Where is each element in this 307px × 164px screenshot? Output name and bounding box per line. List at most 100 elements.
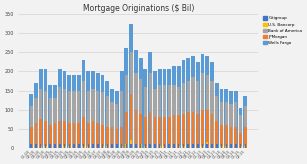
- Bar: [101, 75, 104, 148]
- Bar: [187, 81, 190, 148]
- Bar: [139, 58, 142, 148]
- Bar: [30, 127, 33, 148]
- Bar: [167, 70, 171, 148]
- Bar: [172, 66, 176, 148]
- Bar: [183, 144, 184, 148]
- Bar: [207, 144, 208, 148]
- Bar: [73, 123, 75, 148]
- Bar: [96, 73, 100, 148]
- Bar: [150, 144, 151, 148]
- Bar: [225, 146, 227, 148]
- Bar: [49, 146, 51, 148]
- Bar: [221, 144, 222, 148]
- Bar: [154, 146, 156, 148]
- Bar: [83, 144, 84, 148]
- Bar: [206, 142, 208, 148]
- Bar: [235, 127, 237, 148]
- Bar: [205, 56, 209, 148]
- Bar: [72, 75, 76, 148]
- Bar: [64, 144, 65, 148]
- Bar: [34, 83, 38, 148]
- Bar: [35, 123, 37, 148]
- Bar: [68, 123, 71, 148]
- Bar: [144, 146, 146, 148]
- Bar: [49, 144, 51, 148]
- Bar: [244, 127, 247, 148]
- Bar: [40, 144, 41, 148]
- Bar: [144, 117, 147, 148]
- Bar: [110, 89, 114, 148]
- Bar: [39, 119, 42, 148]
- Bar: [196, 113, 199, 148]
- Bar: [192, 112, 194, 148]
- Bar: [134, 110, 137, 148]
- Bar: [45, 144, 46, 148]
- Bar: [149, 144, 151, 148]
- Bar: [58, 70, 62, 148]
- Bar: [73, 144, 75, 148]
- Bar: [106, 127, 109, 148]
- Bar: [54, 144, 56, 148]
- Bar: [188, 144, 189, 148]
- Bar: [130, 94, 132, 148]
- Bar: [40, 146, 42, 148]
- Bar: [77, 91, 80, 148]
- Bar: [78, 144, 80, 148]
- Bar: [240, 144, 241, 148]
- Bar: [121, 144, 122, 148]
- Bar: [235, 144, 237, 148]
- Bar: [149, 73, 152, 148]
- Bar: [197, 144, 199, 148]
- Bar: [63, 121, 66, 148]
- Bar: [230, 146, 232, 148]
- Bar: [164, 144, 165, 148]
- Bar: [229, 91, 233, 148]
- Bar: [102, 146, 104, 148]
- Bar: [44, 121, 47, 148]
- Bar: [148, 52, 152, 148]
- Bar: [35, 146, 37, 148]
- Bar: [59, 144, 60, 148]
- Bar: [181, 60, 185, 148]
- Bar: [77, 123, 80, 148]
- Bar: [139, 113, 142, 148]
- Bar: [130, 140, 132, 148]
- Bar: [192, 144, 194, 148]
- Bar: [67, 75, 71, 148]
- Bar: [53, 85, 57, 148]
- Bar: [115, 91, 119, 148]
- Bar: [63, 71, 66, 148]
- Bar: [211, 113, 213, 148]
- Bar: [120, 91, 123, 148]
- Bar: [35, 144, 37, 148]
- Bar: [235, 146, 237, 148]
- Bar: [239, 146, 242, 148]
- Bar: [178, 144, 180, 148]
- Bar: [225, 125, 227, 148]
- Bar: [129, 23, 133, 148]
- Bar: [159, 144, 161, 148]
- Bar: [116, 144, 118, 148]
- Bar: [196, 62, 200, 148]
- Bar: [49, 98, 52, 148]
- Bar: [77, 75, 81, 148]
- Bar: [154, 117, 156, 148]
- Bar: [45, 146, 47, 148]
- Bar: [168, 85, 171, 148]
- Bar: [163, 146, 165, 148]
- Bar: [230, 144, 232, 148]
- Bar: [82, 60, 85, 148]
- Bar: [92, 146, 94, 148]
- Bar: [97, 144, 99, 148]
- Bar: [173, 115, 175, 148]
- Bar: [54, 123, 56, 148]
- Bar: [234, 102, 237, 148]
- Bar: [173, 146, 175, 148]
- Bar: [120, 71, 123, 148]
- Bar: [130, 144, 132, 148]
- Bar: [200, 54, 204, 148]
- Bar: [101, 92, 104, 148]
- Bar: [182, 146, 185, 148]
- Bar: [243, 96, 247, 148]
- Bar: [102, 144, 103, 148]
